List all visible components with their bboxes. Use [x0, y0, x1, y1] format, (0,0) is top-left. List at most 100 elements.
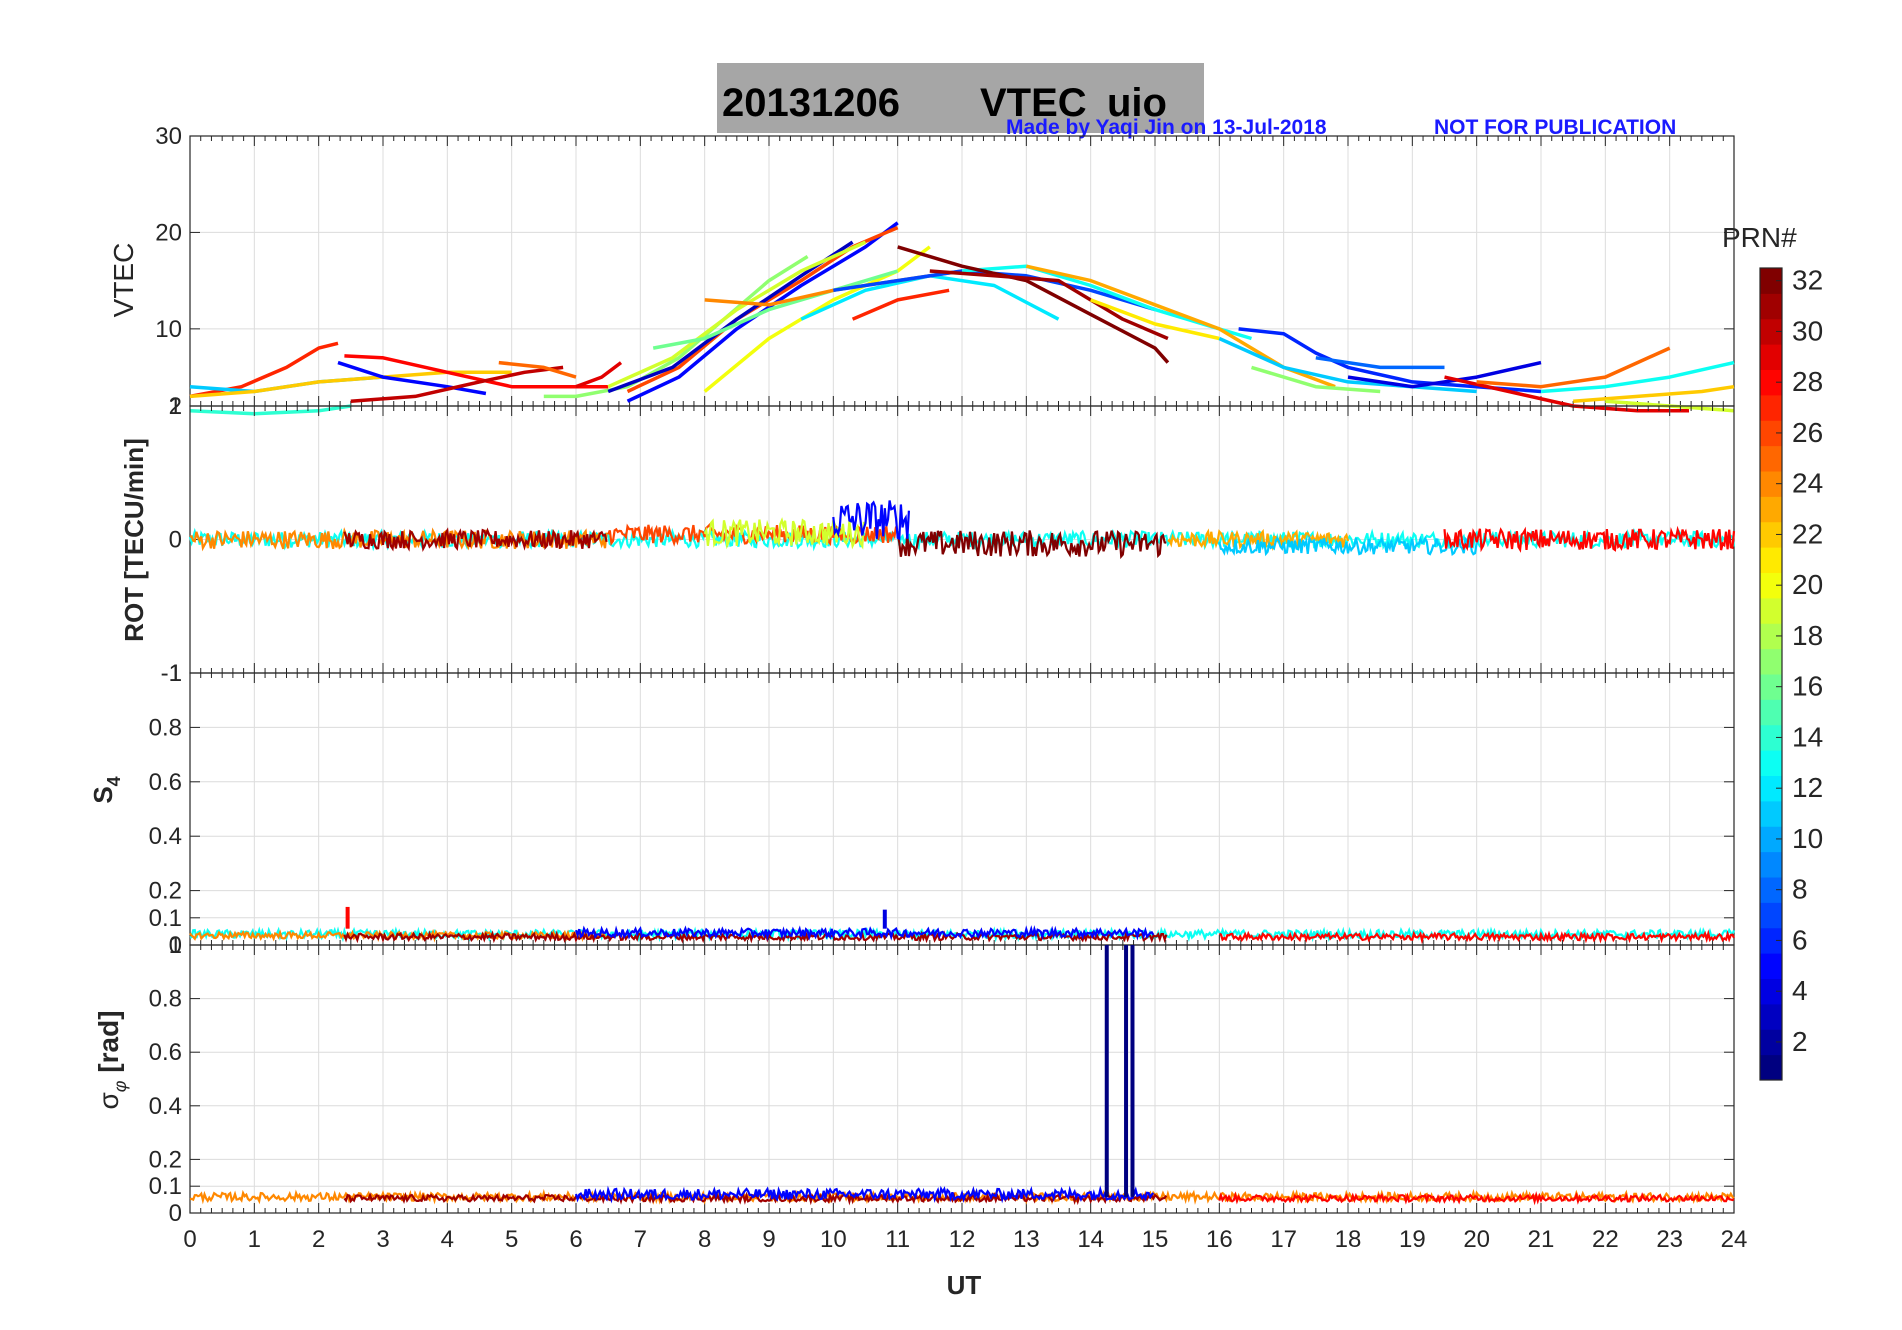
x-tick-label: 6: [569, 1226, 582, 1253]
colorbar-segment: [1760, 724, 1782, 751]
vtec-series-line: [1315, 356, 1445, 370]
colorbar-tick-label: 24: [1792, 468, 1823, 499]
colorbar-tick-label: 6: [1792, 924, 1808, 955]
x-tick-label: 18: [1335, 1226, 1362, 1253]
sigma-phi-panel: 00.10.20.40.60.810 1 2 3 4 5 6 7 8 9 10 11 12 13 14 15 1…: [149, 932, 1748, 1253]
band-series-line: [896, 529, 1167, 560]
x-tick-label: 0: [183, 1226, 196, 1253]
colorbar-segment: [1760, 521, 1782, 548]
vtec-panel: 2 10 20 30: [155, 123, 1735, 420]
y-tick-label: 0: [169, 932, 182, 959]
colorbar-segment: [1760, 572, 1782, 599]
y-tick-label: 0.4: [149, 1093, 182, 1120]
colorbar-segment: [1760, 268, 1782, 294]
band-series-line: [1218, 929, 1735, 945]
x-axis-label: UT: [947, 1270, 982, 1300]
x-tick-label: 12: [949, 1226, 976, 1253]
vtec-series-line: [1090, 298, 1220, 341]
x-tick-label: 16: [1206, 1226, 1233, 1253]
y-tick-label: 0.8: [149, 986, 182, 1013]
band-series-line: [574, 1185, 1155, 1204]
y-tick-label: 0.4: [149, 823, 182, 850]
vtec-series-line: [1573, 384, 1735, 403]
colorbar-segment: [1760, 902, 1782, 929]
colorbar-segment: [1760, 1054, 1782, 1081]
y-tick-label: 0.2: [149, 878, 182, 905]
colorbar-tick-label: 30: [1792, 315, 1823, 346]
band-series-line: [1167, 528, 1350, 552]
credit-author: Made by Yaqi Jin on 13-Jul-2018: [1006, 116, 1327, 139]
y-tick-label: 0.1: [149, 1173, 182, 1200]
y-tick-label: 0.6: [149, 769, 182, 796]
colorbar-segment: [1760, 394, 1782, 421]
colorbar-segment: [1760, 496, 1782, 523]
sigma-phi-ylabel: σφ [rad]: [93, 1010, 130, 1109]
title-station: uio: [1107, 81, 1167, 125]
colorbar-segment: [1760, 344, 1782, 371]
colorbar-frame: [1759, 267, 1783, 1081]
band-series-line: [343, 929, 1168, 944]
colorbar-segment: [1760, 877, 1782, 903]
title-date: 20131206: [722, 81, 900, 125]
colorbar-segment: [1760, 1003, 1782, 1030]
band-series-line: [574, 925, 1155, 942]
vtec-series-line: [626, 221, 899, 403]
vtec-series-line: [337, 360, 487, 396]
vtec-series-line: [543, 255, 809, 399]
band-series-line: [189, 1188, 1735, 1206]
colorbar-segment: [1760, 293, 1782, 320]
vtec-series-line: [652, 269, 899, 350]
colorbar-segment: [1760, 318, 1782, 345]
colorbar-tick-label: 2: [1792, 1026, 1808, 1057]
svg-text:σφ [rad]: σφ [rad]: [93, 1010, 130, 1109]
vtec-series-line: [1218, 336, 1477, 394]
colorbar-segment: [1760, 699, 1782, 726]
colorbar-segment: [1760, 750, 1782, 777]
colorbar-tick-label: 20: [1792, 569, 1823, 600]
title-background: [717, 63, 1204, 133]
band-series-line: [1218, 1191, 1735, 1206]
s4-ylabel: S4: [88, 776, 124, 803]
x-tick-label: 10: [820, 1226, 847, 1253]
y-tick-label: 1: [169, 932, 182, 959]
colorbar-tick-label: 26: [1792, 417, 1823, 448]
colorbar-segment: [1760, 648, 1782, 675]
colorbar-tick-label: 14: [1792, 721, 1823, 752]
y-tick-label: 0: [169, 1200, 182, 1227]
band-series-line: [189, 928, 608, 943]
y-tick-label: 10: [155, 316, 182, 343]
colorbar-tick-label: 12: [1792, 772, 1823, 803]
y-tick-label: 1: [169, 660, 182, 687]
colorbar-segment: [1760, 927, 1782, 954]
colorbar-segment: [1760, 953, 1782, 980]
x-tick-label: 3: [376, 1226, 389, 1253]
colorbar-segment: [1760, 851, 1782, 878]
y-tick-label: 1: [169, 393, 182, 420]
colorbar-segment: [1760, 597, 1782, 624]
colorbar-tick-label: 4: [1792, 975, 1808, 1006]
x-tick-label: 19: [1399, 1226, 1426, 1253]
band-series-line: [1443, 525, 1736, 553]
band-series-line: [343, 527, 608, 553]
vtec-series-line: [575, 361, 623, 389]
vtec-series-line: [851, 288, 950, 321]
y-tick-label: -1: [161, 660, 182, 687]
colorbar-tick-label: 10: [1792, 823, 1823, 854]
colorbar-segment: [1760, 471, 1782, 497]
colorbar-tick-label: 8: [1792, 874, 1808, 905]
x-tick-label: 1: [248, 1226, 261, 1253]
x-tick-label: 20: [1463, 1226, 1490, 1253]
y-tick-label: 0.2: [149, 1146, 182, 1173]
vtec-series-line: [498, 360, 577, 379]
y-tick-label: 0.8: [149, 714, 182, 741]
x-tick-label: 21: [1528, 1226, 1555, 1253]
x-tick-label: 9: [762, 1226, 775, 1253]
x-tick-label: 13: [1013, 1226, 1040, 1253]
y-tick-label: 30: [155, 123, 182, 150]
y-tick-label: 0.6: [149, 1039, 182, 1066]
colorbar-segment: [1760, 1029, 1782, 1056]
vtec-series-line: [1347, 360, 1542, 389]
vtec-series-line: [189, 370, 512, 399]
